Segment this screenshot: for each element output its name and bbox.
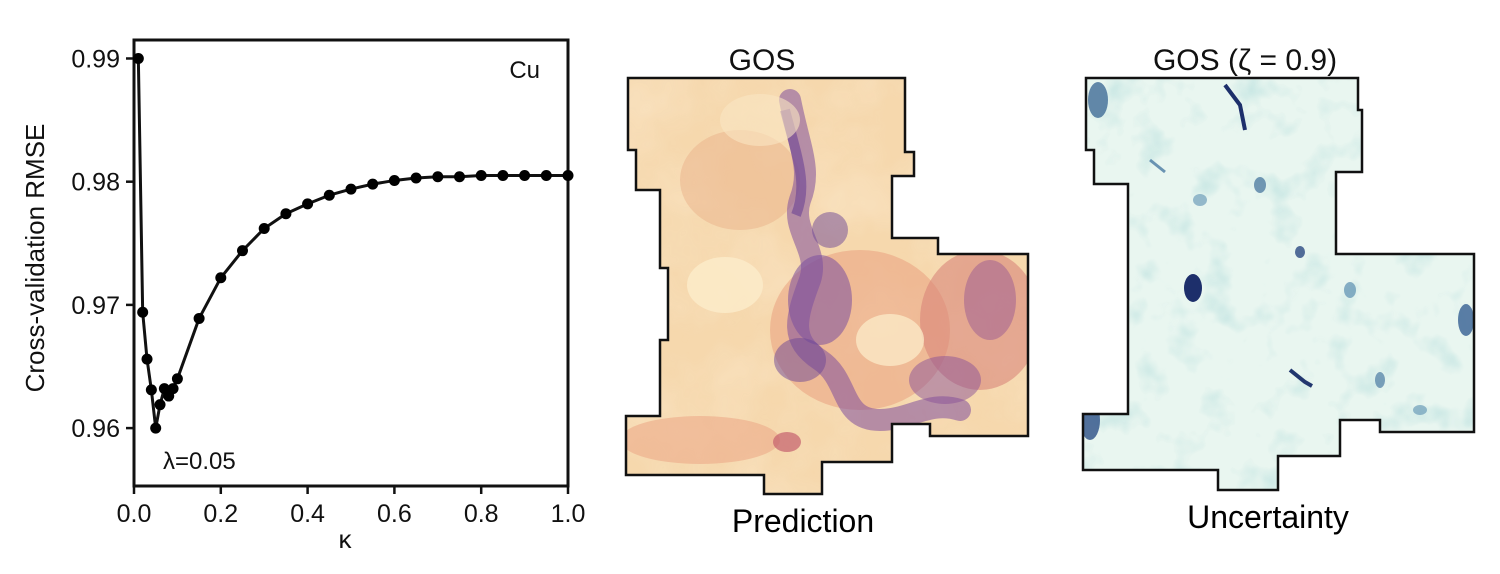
x-tick-label: 0.2 — [203, 500, 238, 528]
y-axis-ticks: 0.96 0.97 0.98 0.99 — [71, 45, 134, 443]
data-point — [141, 353, 153, 365]
data-point — [193, 312, 205, 324]
data-point — [132, 52, 144, 64]
x-axis-ticks: 0.0 0.2 0.4 0.6 0.8 1.0 — [117, 486, 586, 528]
data-point — [562, 170, 574, 182]
lambda-annotation: λ=0.05 — [163, 448, 236, 475]
rmse-chart: 0.96 0.97 0.98 0.99 0.0 0.2 0.4 0.6 0.8 1.0 Cros… — [20, 38, 586, 554]
x-tick-label: 1.0 — [551, 500, 586, 528]
data-point — [367, 178, 379, 190]
data-point — [171, 373, 183, 385]
uncertainty-map-panel: GOS (ζ = 0.9) Uncertainty — [1081, 44, 1476, 535]
prediction-map-panel: GOS Prediction — [624, 44, 1030, 539]
x-tick-label: 0.4 — [290, 500, 325, 528]
prediction-map-title: GOS — [729, 44, 796, 77]
data-point — [432, 171, 444, 183]
y-tick-label: 0.98 — [71, 169, 120, 197]
data-point — [497, 170, 509, 182]
data-point — [154, 399, 166, 411]
data-point — [540, 170, 552, 182]
x-tick-label: 0.6 — [377, 500, 412, 528]
plot-frame — [132, 38, 570, 488]
data-point — [280, 208, 292, 220]
prediction-caption: Prediction — [732, 503, 874, 539]
data-point — [215, 272, 227, 284]
y-axis-label: Cross-validation RMSE — [20, 124, 50, 393]
data-point — [167, 383, 179, 395]
series-label-cu: Cu — [509, 57, 540, 84]
data-point — [345, 183, 357, 195]
series-points-cu — [132, 52, 574, 434]
uncertainty-map-boundary — [1081, 76, 1476, 492]
data-point — [237, 245, 248, 257]
prediction-map-boundary — [624, 76, 1030, 496]
uncertainty-map-title: GOS (ζ = 0.9) — [1153, 44, 1337, 77]
y-tick-label: 0.97 — [71, 292, 120, 320]
data-point — [388, 174, 400, 186]
data-point — [454, 171, 465, 183]
series-line-cu — [136, 58, 568, 430]
data-point — [145, 384, 157, 396]
x-axis-label: κ — [339, 524, 353, 554]
data-point — [323, 189, 335, 201]
data-point — [475, 170, 487, 182]
x-tick-label: 0.8 — [464, 500, 499, 528]
data-point — [137, 306, 149, 318]
data-point — [150, 422, 162, 434]
data-point — [258, 223, 270, 235]
uncertainty-map — [1083, 78, 1474, 490]
y-tick-label: 0.96 — [71, 415, 120, 443]
data-point — [519, 170, 531, 182]
uncertainty-caption: Uncertainty — [1187, 499, 1349, 535]
x-tick-label: 0.0 — [117, 500, 152, 528]
y-tick-label: 0.99 — [71, 45, 120, 73]
data-point — [302, 198, 314, 210]
data-point — [410, 172, 422, 184]
prediction-map — [626, 78, 1028, 494]
